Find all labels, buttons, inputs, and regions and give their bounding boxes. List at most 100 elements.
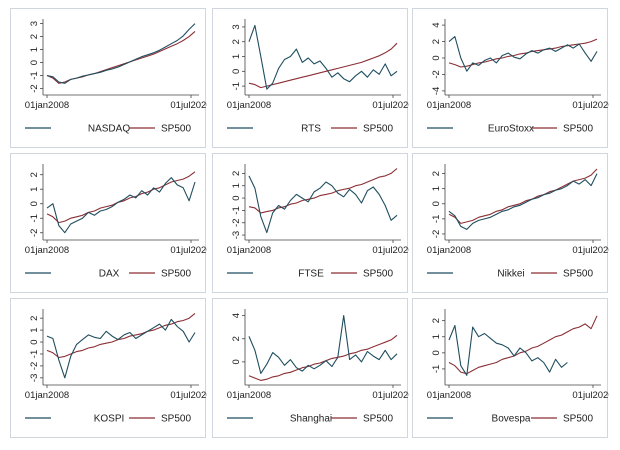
y-tick-label: 2 [231, 171, 242, 176]
y-tick-label: 2 [29, 172, 40, 177]
y-tick-label: 2 [231, 39, 242, 44]
y-tick-label: 2 [29, 316, 40, 321]
y-tick-label: 1 [231, 54, 242, 59]
chart-panel: -4 -2 0 2 4 01jan2008 01jul2020 EuroStoxx SP500 [412, 8, 609, 148]
y-tick-label: -2 [29, 84, 40, 92]
legend-label: SP500 [161, 124, 191, 135]
series-line [46, 312, 196, 359]
y-tick-label: 0 [231, 359, 242, 364]
chart-panel: -1 0 1 2 01jan2008 01jul2020 Bovespa SP500 [412, 298, 609, 438]
y-tick-label: 0 [431, 55, 442, 60]
y-tick-label: -2 [231, 219, 242, 227]
x-tick-label: 01jul2020 [572, 245, 609, 256]
x-tick-label: 01jan2008 [25, 390, 69, 401]
series-line [46, 30, 196, 84]
series-line [448, 324, 568, 376]
y-tick-label: -2 [431, 70, 442, 78]
line-chart: -1 0 1 2 01jan2008 01jul2020 Bovespa SP500 [427, 309, 609, 425]
y-tick-label: 4 [431, 22, 442, 27]
series-line [46, 171, 196, 224]
x-tick-label: 01jul2020 [572, 100, 609, 111]
x-tick-label: 01jan2008 [25, 100, 69, 111]
y-tick-label: -2 [29, 362, 40, 370]
series-line [448, 38, 598, 68]
series-line [248, 334, 398, 381]
x-tick-label: 01jul2020 [170, 245, 207, 256]
line-chart: -3 -2 -1 0 1 2 01jan2008 01jul2020 FTSE SP500 [227, 164, 409, 280]
x-tick-label: 01jan2008 [227, 245, 271, 256]
legend-label: Nikkei [497, 269, 524, 280]
y-tick-label: -1 [29, 71, 40, 79]
y-tick-label: 1 [29, 47, 40, 52]
y-tick-label: 0 [29, 339, 40, 344]
series-line [448, 168, 598, 224]
series-line [448, 315, 598, 375]
x-tick-label: 01jul2020 [170, 100, 207, 111]
chart-panel: -3 -2 -1 0 1 2 01jan2008 01jul2020 FTSE SP500 [212, 153, 409, 293]
chart-panel: -3 -2 -1 0 1 2 01jan2008 01jul2020 KOSPI SP500 [10, 298, 207, 438]
x-tick-label: 01jan2008 [427, 390, 471, 401]
y-tick-label: 1 [431, 334, 442, 339]
x-tick-label: 01jan2008 [227, 100, 271, 111]
chart-panel: -2 -1 0 1 2 01jan2008 01jul2020 DAX SP500 [10, 153, 207, 293]
y-tick-label: 0 [231, 69, 242, 74]
y-tick-label: -3 [29, 374, 40, 382]
chart-panel: -1 0 1 2 3 01jan2008 01jul2020 RTS SP500 [212, 8, 409, 148]
y-tick-label: 1 [29, 187, 40, 192]
y-tick-label: -1 [29, 214, 40, 222]
y-tick-label: -1 [29, 350, 40, 358]
series-line [248, 175, 398, 234]
legend-label: SP500 [563, 124, 593, 135]
y-tick-label: 0 [29, 201, 40, 206]
legend-label: SP500 [363, 414, 393, 425]
legend-label: Bovespa [492, 414, 531, 425]
chart-panel: 0 2 4 01jan2008 01jul2020 Shanghai SP500 [212, 298, 409, 438]
legend-label: SP500 [363, 269, 393, 280]
y-tick-label: 0 [431, 201, 442, 206]
line-chart: -2 -1 0 1 2 3 01jan2008 01jul2020 NASDAQ SP500 [25, 19, 207, 135]
series-line [248, 42, 398, 89]
series-line [248, 315, 398, 374]
legend-label: SP500 [161, 269, 191, 280]
y-tick-label: 1 [431, 186, 442, 191]
y-tick-label: -1 [231, 82, 242, 90]
y-tick-label: 1 [29, 327, 40, 332]
legend-label: Shanghai [290, 414, 332, 425]
series-line [46, 318, 196, 379]
y-tick-label: -2 [431, 230, 442, 238]
y-tick-label: -1 [431, 365, 442, 373]
y-tick-label: 1 [231, 183, 242, 188]
legend-label: FTSE [298, 269, 324, 280]
line-chart: -3 -2 -1 0 1 2 01jan2008 01jul2020 KOSPI SP500 [25, 309, 207, 425]
y-tick-label: 3 [231, 24, 242, 29]
x-tick-label: 01jan2008 [25, 245, 69, 256]
x-tick-label: 01jul2020 [372, 245, 409, 256]
y-tick-label: -2 [29, 229, 40, 237]
line-chart: -1 0 1 2 3 01jan2008 01jul2020 RTS SP500 [227, 19, 409, 135]
legend-label: SP500 [563, 414, 593, 425]
y-tick-label: 2 [431, 171, 442, 176]
chart-panel: -2 -1 0 1 2 01jan2008 01jul2020 Nikkei SP500 [412, 153, 609, 293]
legend-label: SP500 [161, 414, 191, 425]
legend-label: DAX [99, 269, 120, 280]
legend-label: SP500 [363, 124, 393, 135]
legend-label: RTS [301, 124, 321, 135]
series-line [248, 24, 398, 90]
series-line [448, 173, 598, 230]
y-tick-label: -1 [431, 215, 442, 223]
series-line [448, 36, 598, 72]
x-tick-label: 01jul2020 [372, 100, 409, 111]
x-tick-label: 01jul2020 [572, 390, 609, 401]
line-chart: -4 -2 0 2 4 01jan2008 01jul2020 EuroStoxx SP500 [427, 19, 609, 135]
y-tick-label: -4 [431, 87, 442, 95]
y-tick-label: 0 [231, 195, 242, 200]
x-tick-label: 01jan2008 [227, 390, 271, 401]
x-tick-label: 01jan2008 [427, 245, 471, 256]
x-tick-label: 01jul2020 [170, 390, 207, 401]
line-chart: -2 -1 0 1 2 01jan2008 01jul2020 DAX SP500 [25, 164, 207, 280]
legend-label: NASDAQ [88, 124, 130, 135]
line-chart: 0 2 4 01jan2008 01jul2020 Shanghai SP500 [227, 309, 409, 425]
y-tick-label: -1 [231, 206, 242, 214]
x-tick-label: 01jan2008 [427, 100, 471, 111]
